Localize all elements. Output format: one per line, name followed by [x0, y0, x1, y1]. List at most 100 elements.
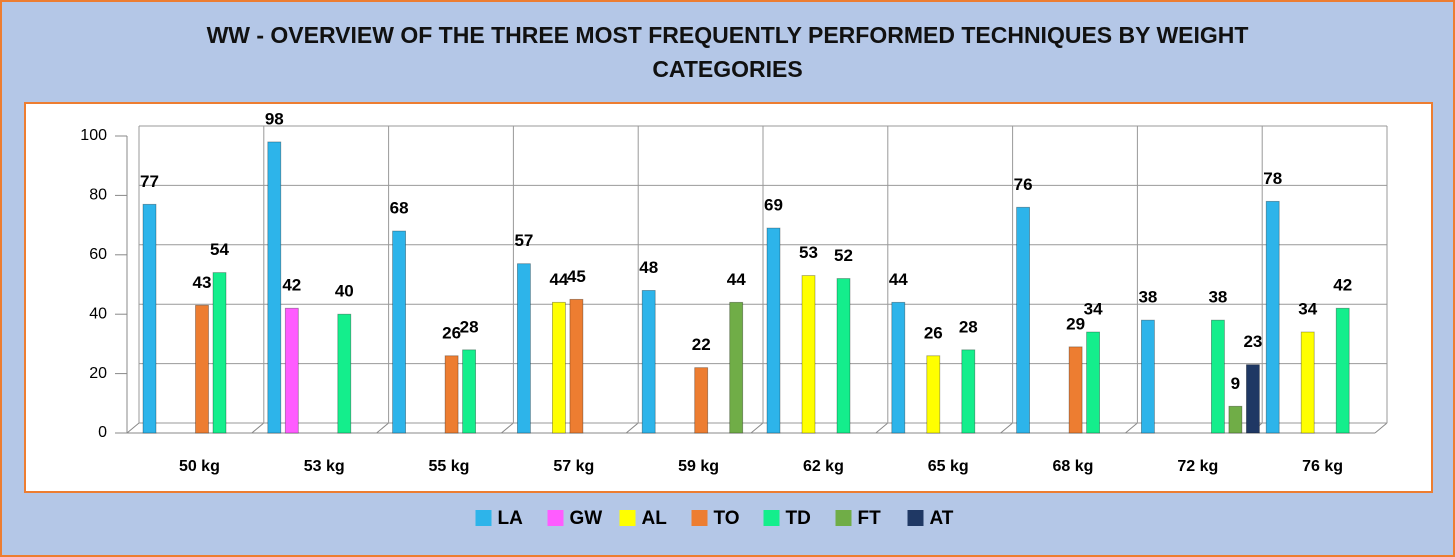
- legend-swatch: [907, 510, 924, 526]
- bar: [1211, 319, 1225, 434]
- legend-label: LA: [498, 508, 524, 529]
- bar: [1086, 331, 1100, 434]
- data-label: 78: [1263, 169, 1282, 188]
- data-label: 44: [727, 270, 746, 289]
- data-label: 48: [639, 258, 658, 277]
- category-separator: [1000, 422, 1013, 434]
- bar: [284, 307, 299, 434]
- y-tick-label: 0: [98, 424, 107, 441]
- bar: [1265, 200, 1280, 434]
- bar: [1300, 331, 1315, 434]
- x-tick-label: 59 kg: [678, 458, 719, 475]
- bar: [961, 349, 976, 434]
- x-tick-label: 65 kg: [928, 458, 969, 475]
- data-label: 28: [959, 317, 978, 336]
- data-label: 76: [1014, 175, 1033, 194]
- category-separator: [1125, 422, 1138, 434]
- legend-swatch: [763, 510, 780, 526]
- data-label: 53: [799, 243, 818, 262]
- legend-label: GW: [570, 508, 603, 529]
- x-tick-label: 62 kg: [803, 458, 844, 475]
- bar: [212, 272, 227, 434]
- bar: [267, 141, 282, 434]
- legend-label: TO: [714, 508, 740, 529]
- bar: [1141, 319, 1155, 434]
- bar: [729, 301, 744, 434]
- bar: [195, 304, 209, 434]
- data-label: 22: [692, 335, 711, 354]
- legend-label: TD: [786, 508, 811, 529]
- category-separator: [126, 422, 140, 434]
- data-label: 23: [1243, 332, 1262, 351]
- y-tick-label: 20: [89, 365, 107, 382]
- bar: [1246, 364, 1260, 434]
- bar: [444, 355, 459, 434]
- data-label: 54: [210, 240, 229, 259]
- x-tick-label: 53 kg: [304, 458, 345, 475]
- y-tick-label: 60: [89, 246, 107, 263]
- data-label: 98: [265, 109, 284, 128]
- category-separator: [376, 422, 389, 434]
- x-tick-label: 68 kg: [1053, 458, 1094, 475]
- data-label: 44: [889, 270, 908, 289]
- data-label: 28: [460, 317, 479, 336]
- category-separator: [750, 422, 764, 434]
- bar: [1068, 346, 1083, 434]
- data-label: 42: [282, 276, 301, 295]
- category-separator: [625, 422, 639, 434]
- bar: [142, 203, 157, 434]
- bar: [517, 263, 531, 434]
- data-label: 26: [924, 323, 943, 342]
- data-label: 52: [834, 246, 853, 265]
- x-tick-label: 55 kg: [429, 458, 470, 475]
- bar: [891, 301, 906, 434]
- data-label: 77: [140, 172, 159, 191]
- data-label: 43: [193, 273, 212, 292]
- x-tick-label: 57 kg: [553, 458, 594, 475]
- data-label: 38: [1208, 288, 1227, 307]
- data-label: 29: [1066, 314, 1085, 333]
- chart-title: WW - OVERVIEW OF THE THREE MOST FREQUENT…: [206, 22, 1249, 82]
- data-label: 45: [567, 267, 586, 286]
- y-tick-label: 100: [80, 127, 107, 144]
- bar: [1228, 405, 1243, 434]
- x-tick-label: 50 kg: [179, 458, 220, 475]
- data-label: 38: [1138, 288, 1157, 307]
- legend-label: FT: [858, 508, 882, 529]
- bar: [836, 278, 851, 434]
- bar: [569, 298, 584, 434]
- bar: [801, 275, 816, 434]
- bar: [337, 313, 352, 434]
- legend-label: AT: [930, 508, 954, 529]
- legend-swatch: [547, 510, 564, 526]
- data-label: 34: [1298, 300, 1317, 319]
- data-label: 34: [1084, 300, 1103, 319]
- data-label: 9: [1231, 374, 1240, 393]
- category-separator: [251, 422, 265, 434]
- bar: [926, 355, 941, 434]
- data-label: 44: [549, 270, 568, 289]
- y-tick-label: 40: [89, 305, 107, 322]
- bar: [1016, 206, 1030, 434]
- data-label: 68: [390, 199, 409, 218]
- legend-swatch: [835, 510, 852, 526]
- data-label: 69: [764, 196, 783, 215]
- data-label: 57: [514, 231, 533, 250]
- category-separator: [1374, 422, 1388, 434]
- bar: [552, 301, 566, 434]
- legend-swatch: [475, 510, 492, 526]
- data-label: 26: [442, 323, 461, 342]
- legend-swatch: [619, 510, 636, 526]
- x-tick-label: 76 kg: [1302, 458, 1343, 475]
- bar: [641, 290, 656, 434]
- category-separator: [501, 422, 514, 434]
- x-tick-label: 72 kg: [1177, 458, 1218, 475]
- bar: [1335, 307, 1350, 434]
- bar: [462, 349, 477, 434]
- data-label: 40: [335, 282, 354, 301]
- legend-label: AL: [642, 508, 668, 529]
- y-tick-label: 80: [89, 187, 107, 204]
- category-separator: [875, 422, 889, 434]
